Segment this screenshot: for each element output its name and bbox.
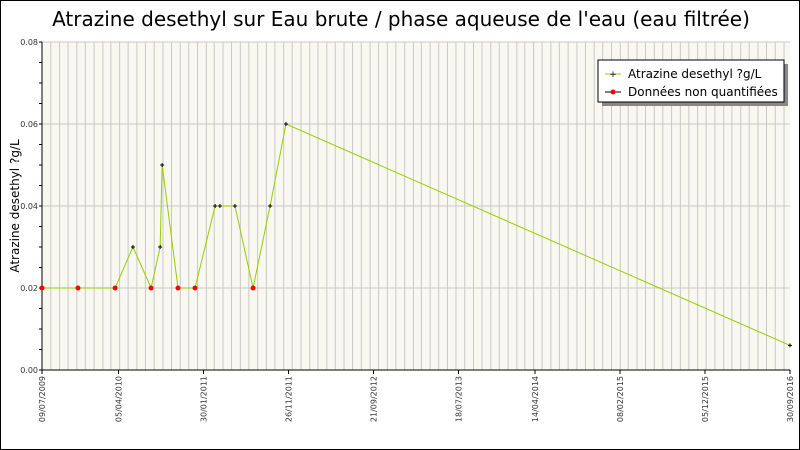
x-tick-label: 09/07/2009 (38, 376, 47, 422)
x-tick-label: 21/09/2012 (370, 376, 379, 422)
data-point (232, 204, 237, 208)
data-point (160, 163, 165, 167)
legend-entry-series: Atrazine desethyl ?g/L (628, 67, 762, 81)
grid (41, 41, 790, 371)
nq-data-point (75, 285, 81, 291)
y-tick-label: 0.06 (20, 120, 38, 129)
data-point (268, 204, 273, 208)
legend-box (597, 59, 785, 103)
data-point (213, 204, 218, 208)
nq-data-point (192, 285, 198, 291)
nq-data-point (148, 285, 154, 291)
nq-data-point (39, 285, 45, 291)
x-tick-label: 18/07/2013 (455, 376, 464, 422)
x-tick-label: 14/04/2014 (531, 376, 540, 422)
y-tick-label: 0.08 (20, 38, 38, 47)
x-tick-label: 05/04/2010 (115, 376, 124, 422)
x-tick-label: 30/01/2011 (200, 376, 209, 422)
y-tick-label: 0.02 (20, 284, 38, 293)
x-tick-label: 08/02/2015 (616, 376, 625, 422)
chart-title: Atrazine desethyl sur Eau brute / phase … (52, 7, 750, 31)
data-point (788, 343, 792, 348)
data-point (158, 245, 163, 249)
legend-entry-nq: Données non quantifiées (628, 85, 778, 99)
data-point (217, 204, 222, 208)
legend-nq-marker-icon (610, 89, 616, 95)
legend: + Atrazine desethyl ?g/L Données non qua… (597, 59, 788, 106)
x-tick-label: 26/11/2011 (285, 376, 294, 422)
data-point (130, 245, 135, 249)
y-tick-label: 0.04 (20, 202, 38, 211)
nq-data-point (175, 285, 181, 291)
nq-data-point (250, 285, 256, 291)
legend-marker-icon: + (609, 70, 617, 80)
data-point (283, 122, 288, 126)
x-tick-label: 05/12/2015 (701, 376, 710, 422)
series-line (42, 123, 791, 346)
y-tick-label: 0.00 (20, 366, 38, 375)
axes: 0.00 0.02 0.04 0.06 0.08 09/07/2009 05/04/2010… (20, 38, 795, 422)
nq-data-point (112, 285, 118, 291)
x-tick-label: 30/09/2016 (786, 376, 795, 422)
series (39, 122, 792, 348)
y-axis-label: Atrazine desethyl ?g/L (8, 139, 22, 273)
